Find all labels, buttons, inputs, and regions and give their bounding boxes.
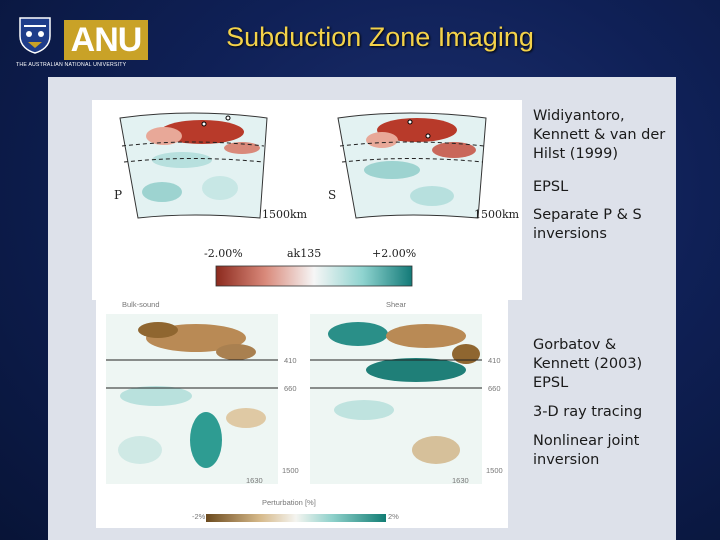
s-section xyxy=(337,112,487,219)
depth-label-left: 1500km xyxy=(262,208,308,221)
perturbation-scale-max: 2% xyxy=(388,512,399,521)
reference-widiyantoro: Widiyantoro, Kennett & van der Hilst (19… xyxy=(533,108,666,162)
reference-widiyantoro-journal: EPSL xyxy=(533,179,569,195)
base-depth-right: 1630 xyxy=(452,476,469,485)
p-section xyxy=(119,112,268,219)
logo-subtitle: THE AUSTRALIAN NATIONAL UNIVERSITY xyxy=(16,62,127,68)
p-label: P xyxy=(114,188,123,202)
shear-title: Shear xyxy=(386,300,407,309)
velocity-scale-bar xyxy=(215,265,413,287)
perturbation-scale-title: Perturbation [%] xyxy=(262,498,316,507)
depth-410-left: 410 xyxy=(284,356,297,365)
method-separate-inversions: Separate P & S inversions xyxy=(533,207,642,242)
depth-410-right: 410 xyxy=(488,356,501,365)
s-label: S xyxy=(328,188,337,202)
anu-logo: ANU THE AUSTRALIAN NATIONAL UNIVERSITY xyxy=(14,12,148,70)
depth-1500-left: 1500 xyxy=(282,466,299,475)
method-ray-tracing: 3-D ray tracing xyxy=(533,404,643,420)
depth-1500-right: 1500 xyxy=(486,466,503,475)
perturbation-scale-bar xyxy=(206,514,386,522)
depth-660-right: 660 xyxy=(488,384,501,393)
tomography-sections-bulk-shear xyxy=(106,314,482,522)
logo-wordmark: ANU xyxy=(64,20,148,60)
scale-reference-label: ak135 xyxy=(287,247,322,260)
slide-title: Subduction Zone Imaging xyxy=(226,22,534,52)
crest-icon xyxy=(19,17,51,54)
depth-660-left: 660 xyxy=(284,384,297,393)
scale-min-label: -2.00% xyxy=(204,247,243,260)
shear-section xyxy=(310,314,482,484)
tomography-figure-bottom: Bulk-sound Shear 410 660 410 660 1500 15… xyxy=(96,300,508,528)
depth-label-right: 1500km xyxy=(474,208,520,221)
scale-max-label: +2.00% xyxy=(372,247,417,260)
method-joint-inversion: Nonlinear joint inversion xyxy=(533,433,640,468)
base-depth-left: 1630 xyxy=(246,476,263,485)
reference-gorbatov: Gorbatov & Kennett (2003) EPSL xyxy=(533,337,643,391)
bulk-sound-section xyxy=(106,314,278,484)
tomography-figure-top: P S 1500km 1500km -2.00% ak135 +2.00% xyxy=(92,100,522,300)
perturbation-scale-min: -2% xyxy=(192,512,206,521)
bulk-sound-title: Bulk-sound xyxy=(122,300,160,309)
tomography-sections-ps xyxy=(119,112,487,287)
